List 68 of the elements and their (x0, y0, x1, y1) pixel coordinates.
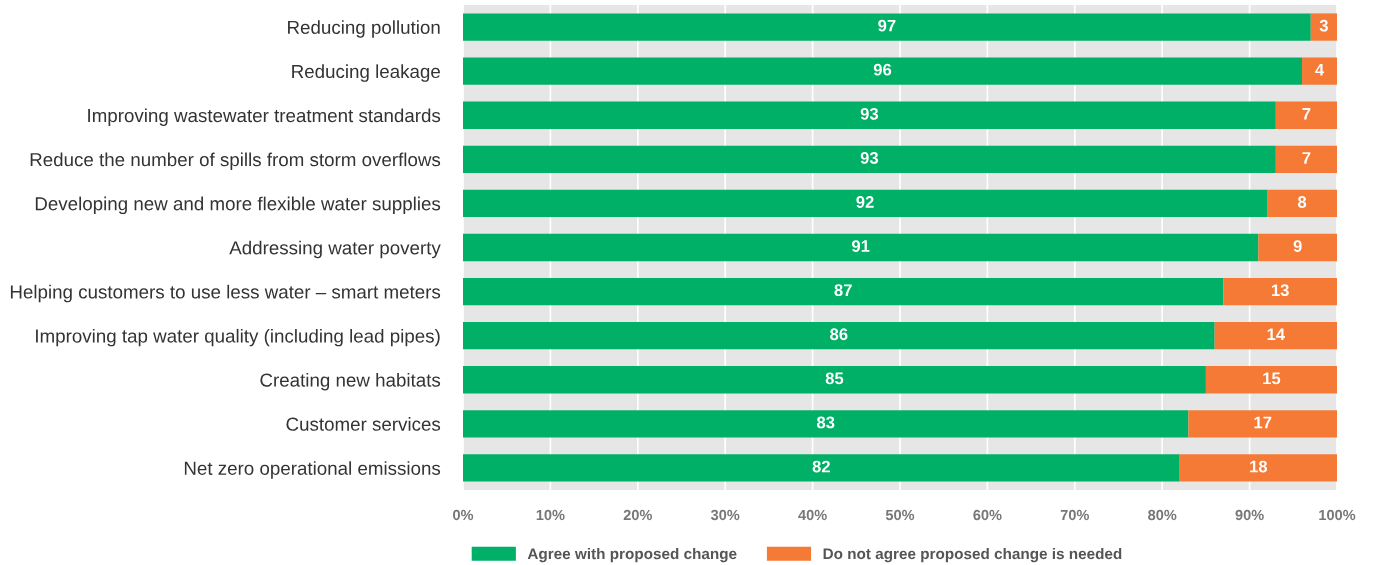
x-tick-label: 40% (798, 509, 827, 521)
x-tick-label: 60% (973, 509, 1002, 521)
data-label: 85 (825, 372, 844, 385)
data-label: 96 (873, 63, 892, 76)
x-tick-label: 0% (453, 509, 474, 521)
data-label: 4 (1315, 63, 1325, 76)
data-label: 8 (1297, 196, 1307, 208)
y-tick-label: Developing new and more flexible water supplies (35, 196, 441, 215)
x-tick-label: 100% (1319, 509, 1356, 521)
legend-label: Agree with proposed change (527, 547, 737, 563)
y-tick-label: Reducing pollution (288, 20, 440, 38)
bar (1310, 13, 1337, 41)
bar (1223, 277, 1337, 306)
bar (1214, 322, 1337, 350)
bar (1302, 57, 1337, 85)
bar (1179, 454, 1337, 482)
bar (1267, 189, 1337, 218)
x-tick-label: 90% (1235, 509, 1264, 521)
data-label: 92 (856, 196, 874, 208)
x-tick-label: 30% (710, 509, 740, 521)
data-label: 91 (851, 240, 870, 252)
x-tick-label: 70% (1060, 509, 1090, 521)
data-label: 97 (878, 19, 896, 32)
x-tick-label: 80% (1148, 509, 1177, 521)
bar (1188, 410, 1337, 438)
data-label: 83 (816, 416, 835, 429)
x-tick-label: 10% (536, 509, 565, 521)
bar (463, 189, 1268, 218)
data-label: 82 (812, 460, 830, 473)
bar (463, 57, 1303, 85)
data-label: 17 (1254, 416, 1272, 429)
y-tick-label: Creating new habitats (260, 372, 441, 391)
data-label: 87 (834, 284, 852, 297)
data-label: 7 (1302, 108, 1311, 120)
x-tick-label: 50% (885, 509, 915, 521)
bar (463, 13, 1311, 41)
bar (463, 277, 1224, 306)
y-tick-label: Improving wastewater treatment standards (88, 108, 441, 126)
bar (1258, 233, 1337, 262)
y-tick-label: Customer services (286, 417, 441, 431)
bar (463, 101, 1276, 129)
bar (463, 322, 1215, 350)
y-tick-label: Addressing water poverty (229, 240, 441, 259)
bar (463, 145, 1276, 173)
bar (1205, 366, 1337, 394)
bar (463, 233, 1259, 262)
y-tick-label: Reduce the number of spills from storm overflows (30, 152, 441, 170)
data-label: 18 (1250, 460, 1268, 473)
y-tick-label: Improving tap water quality (including lead pipes) (36, 328, 440, 347)
bar (463, 454, 1180, 482)
legend-label: Do not agree proposed change is needed (823, 547, 1122, 563)
data-label: 93 (860, 151, 879, 164)
data-label: 86 (830, 328, 848, 341)
x-tick-label: 20% (623, 509, 653, 521)
y-tick-label: Reducing leakage (292, 64, 440, 82)
data-label: 7 (1302, 152, 1311, 164)
y-tick-label: Net zero operational emissions (184, 461, 441, 479)
data-label: 15 (1263, 372, 1281, 385)
y-tick-label: Helping customers to use less water – smart meters (10, 284, 441, 303)
data-label: 3 (1319, 19, 1328, 32)
data-label: 13 (1271, 284, 1289, 297)
bar (463, 366, 1206, 394)
data-label: 9 (1293, 240, 1302, 252)
bar (1275, 145, 1337, 173)
bar (463, 410, 1189, 438)
data-label: 14 (1267, 328, 1285, 340)
data-label: 93 (860, 107, 879, 120)
bar (1275, 101, 1337, 129)
